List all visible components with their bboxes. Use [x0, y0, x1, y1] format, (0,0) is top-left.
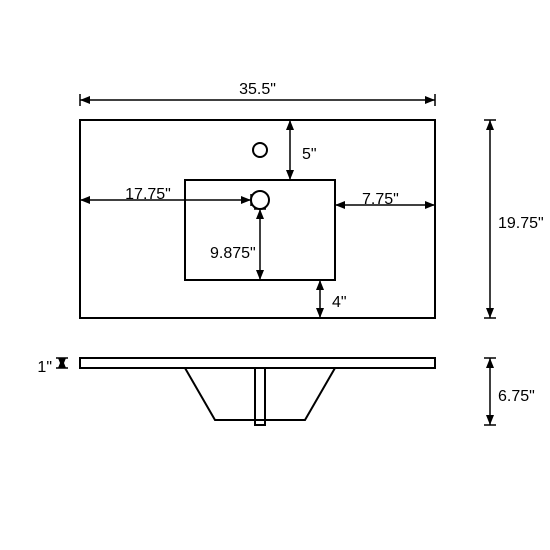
drain-pipe [255, 368, 265, 425]
dim-deck-thick: 1" [37, 359, 52, 376]
svg-text:35.5": 35.5" [239, 81, 276, 98]
svg-text:19.75": 19.75" [498, 215, 544, 232]
svg-text:4": 4" [332, 294, 347, 311]
svg-text:6.75": 6.75" [498, 388, 535, 405]
deck-profile [80, 358, 435, 368]
drain-hole [251, 191, 269, 209]
faucet-hole [253, 143, 267, 157]
svg-text:5": 5" [302, 146, 317, 163]
sink-dimension-drawing: 35.5" 5" 17.75" 7.75" 9.875" 4" 19.75" 1" 6.75" [0, 0, 550, 550]
dim-drain-front: 9.875" [210, 245, 256, 262]
dim-left-to-drain: 17.75" [125, 186, 171, 203]
bowl-profile [185, 368, 335, 420]
dim-right-edge: 7.75" [362, 191, 399, 208]
